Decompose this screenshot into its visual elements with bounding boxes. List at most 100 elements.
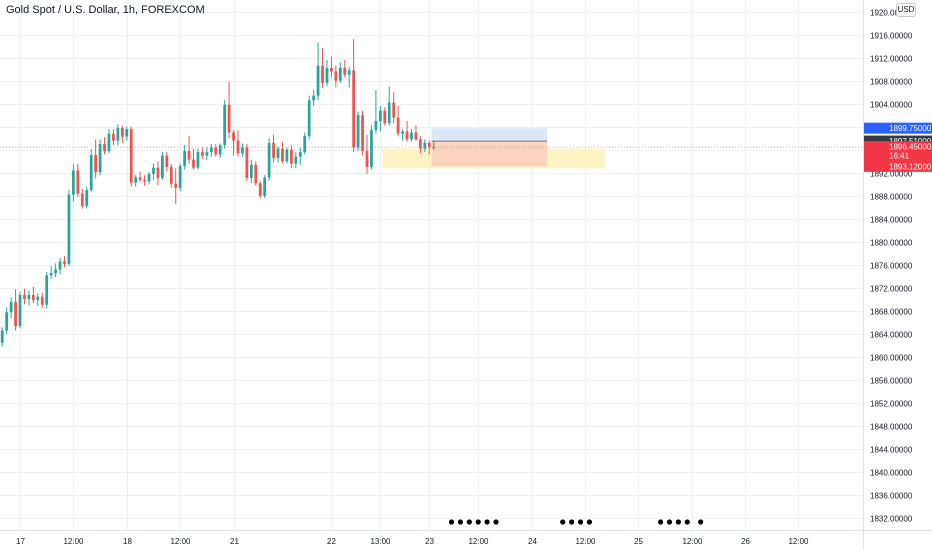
candle-body [370, 130, 373, 168]
y-tick-label: 1884.00000 [870, 216, 913, 225]
candle-body [67, 194, 71, 264]
x-axis[interactable]: 17 12:00 18 12:00 21 22 13:00 23 12:00 24 12:00 25 1… [16, 537, 809, 546]
candle-body [98, 144, 102, 173]
candle-body [245, 147, 249, 179]
candle-body [396, 117, 400, 134]
candle-body [427, 142, 431, 148]
candle-body [89, 154, 93, 191]
candle-body [214, 147, 218, 155]
candle-body [23, 294, 26, 299]
candle-body [54, 269, 57, 274]
candle-body [334, 71, 338, 81]
candle-body [258, 183, 262, 196]
price-labels: 1899.750001897.510001896.4500016:411893.… [864, 122, 932, 172]
candle-body [418, 139, 422, 149]
candle-body [147, 173, 151, 182]
event-marker-dot [698, 519, 704, 525]
candle-body [232, 132, 235, 141]
candle-body [401, 131, 404, 134]
candle-body [31, 294, 35, 301]
y-tick-label: 1920.00000 [870, 9, 913, 18]
x-tick-label: 24 [528, 537, 537, 546]
candle-body [40, 296, 44, 305]
candle-body [192, 159, 195, 168]
y-tick-label: 1892.00000 [870, 170, 913, 179]
candle-body [0, 330, 4, 343]
price-label-countdown: 16:41 [889, 152, 910, 161]
candle-body [5, 312, 9, 331]
candle-body [18, 294, 22, 327]
event-marker-dot [475, 519, 481, 525]
candle-body [414, 132, 418, 140]
candle-body [303, 135, 307, 153]
candle-body [374, 120, 378, 131]
event-marker-dot [448, 519, 455, 525]
candle-body [80, 193, 84, 207]
event-marker-dot [484, 519, 490, 525]
candle-body [316, 65, 320, 96]
candle-body [378, 110, 382, 121]
candle-body [325, 67, 329, 83]
currency-button[interactable]: USD [896, 3, 916, 17]
y-tick-label: 1876.00000 [870, 262, 913, 271]
candle-body [107, 133, 111, 151]
x-tick-label: 12:00 [682, 537, 703, 546]
y-tick-label: 1872.00000 [870, 285, 913, 294]
candle-body [223, 104, 227, 146]
candle-body [201, 152, 204, 156]
event-marker-dot [684, 519, 690, 525]
x-tick-label: 22 [327, 537, 336, 546]
candle-body [405, 131, 409, 140]
event-marker-dot [466, 519, 472, 525]
y-tick-label: 1868.00000 [870, 308, 913, 317]
candle-body [85, 190, 89, 207]
candle-body [361, 115, 364, 151]
candle-body [120, 127, 124, 137]
candle-body [241, 147, 244, 154]
candle-body [116, 127, 120, 141]
y-tick-label: 1916.00000 [870, 32, 913, 41]
y-tick-label: 1832.00000 [870, 515, 913, 524]
event-marker-dot [675, 519, 681, 525]
price-label-text: 1896.45000 [889, 143, 932, 152]
candle-body [352, 70, 356, 148]
y-tick-label: 1840.00000 [870, 469, 913, 478]
price-label-box [864, 122, 932, 134]
event-marker-dot [569, 519, 575, 525]
price-label-box [864, 135, 932, 147]
candle-body [432, 147, 436, 149]
candle-body [9, 301, 13, 313]
x-tick-label: 18 [123, 537, 132, 546]
candle-body [165, 155, 169, 168]
y-tick-label: 1836.00000 [870, 492, 913, 501]
candle-body [276, 148, 280, 158]
grid-layer [0, 0, 863, 530]
candle-body [227, 104, 231, 133]
candle-body [112, 133, 115, 141]
candle-body [196, 152, 200, 168]
candle-body [410, 132, 413, 140]
event-marker-dot [457, 519, 464, 525]
candle-body [63, 261, 66, 264]
candle-body [129, 129, 133, 183]
x-tick-label: 12:00 [468, 537, 489, 546]
x-tick-label: 12:00 [170, 537, 191, 546]
x-tick-label: 26 [741, 537, 750, 546]
candle-body [178, 165, 182, 188]
candle-body [289, 149, 293, 164]
candle-body [183, 150, 186, 166]
candle-body [321, 65, 324, 83]
candle-body [27, 294, 31, 299]
candle-body [365, 150, 369, 168]
event-marker-dot [657, 519, 664, 525]
y-tick-label: 1904.00000 [870, 101, 913, 110]
candle-body [94, 154, 98, 173]
chart-title: Gold Spot / U.S. Dollar, 1h, FOREXCOM [6, 4, 205, 16]
y-axis[interactable]: 1920.00000 1916.00000 1912.00000 1908.00000… [870, 9, 913, 524]
y-tick-label: 1888.00000 [870, 193, 913, 202]
y-tick-label: 1848.00000 [870, 423, 913, 432]
price-label-text: 1893.12000 [889, 162, 932, 171]
candle-body [294, 156, 298, 164]
zone-layer [382, 128, 605, 169]
